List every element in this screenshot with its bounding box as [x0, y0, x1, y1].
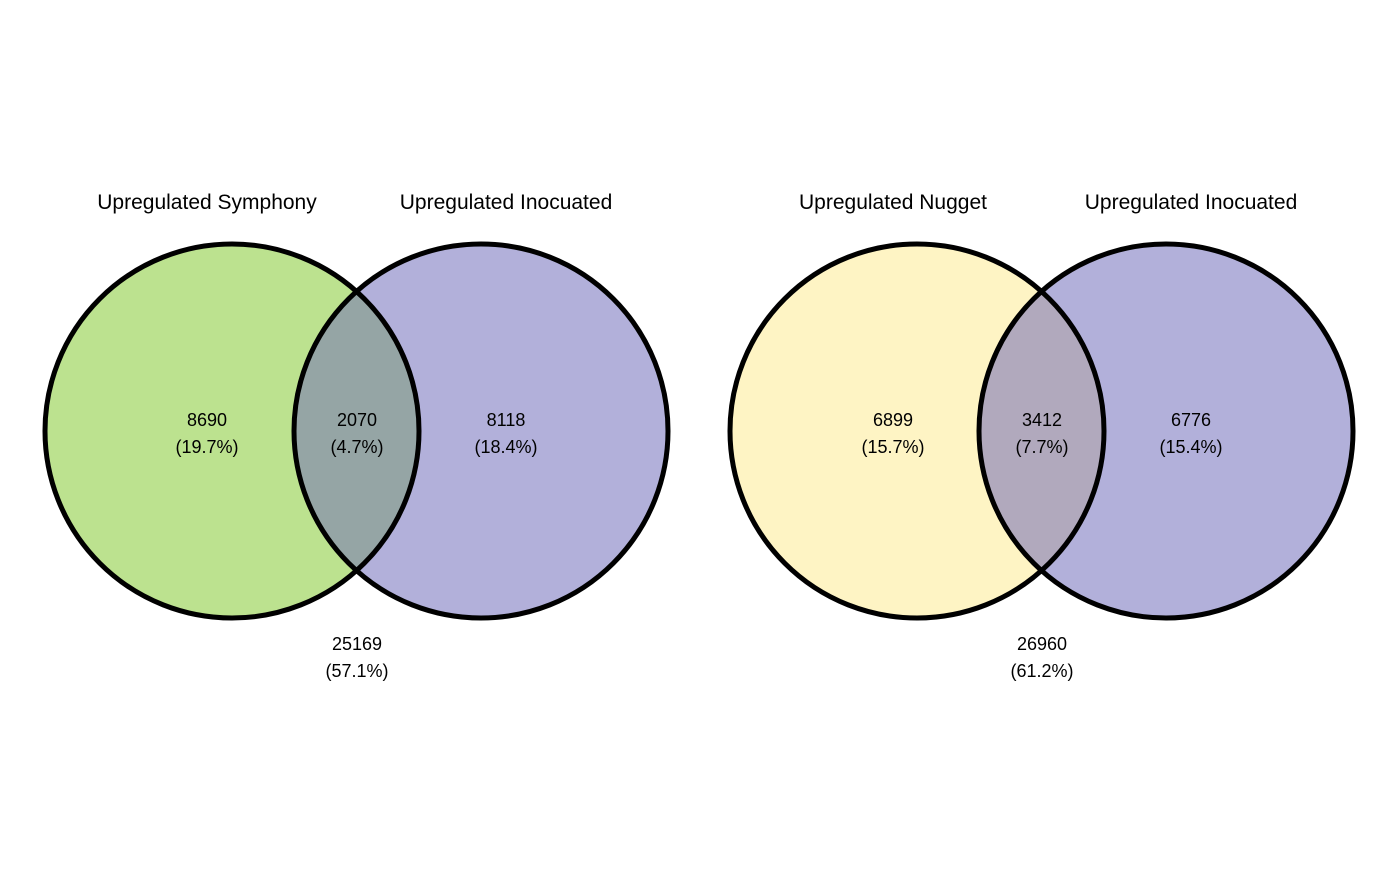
left-only-count: 8690	[187, 410, 227, 430]
right-set-title: Upregulated Inocuated	[400, 191, 613, 214]
overlap-percent: (4.7%)	[330, 437, 383, 457]
right-only-percent: (18.4%)	[474, 437, 537, 457]
outside-count: 26960	[1017, 634, 1067, 654]
left-only-percent: (19.7%)	[175, 437, 238, 457]
left-set-title: Upregulated Symphony	[97, 191, 317, 214]
venn-diagram-2: Upregulated Nugget Upregulated Inocuated…	[727, 191, 1356, 681]
left-set-title: Upregulated Nugget	[799, 191, 987, 214]
outside-count: 25169	[332, 634, 382, 654]
right-set-outline	[976, 241, 1356, 621]
overlap-count: 2070	[337, 410, 377, 430]
venn-diagram-1: Upregulated Symphony Upregulated Inocuat…	[42, 191, 671, 681]
outside-percent: (57.1%)	[325, 661, 388, 681]
left-set-outline	[727, 241, 1107, 621]
right-only-count: 6776	[1171, 410, 1211, 430]
overlap-percent: (7.7%)	[1015, 437, 1068, 457]
right-set-outline	[291, 241, 671, 621]
overlap-count: 3412	[1022, 410, 1062, 430]
right-set-title: Upregulated Inocuated	[1085, 191, 1298, 214]
left-only-count: 6899	[873, 410, 913, 430]
outside-percent: (61.2%)	[1010, 661, 1073, 681]
right-only-percent: (15.4%)	[1159, 437, 1222, 457]
overlap-region	[294, 244, 419, 618]
left-set-outline	[42, 241, 422, 621]
overlap-region	[979, 244, 1104, 618]
left-only-percent: (15.7%)	[861, 437, 924, 457]
right-only-count: 8118	[487, 410, 526, 430]
